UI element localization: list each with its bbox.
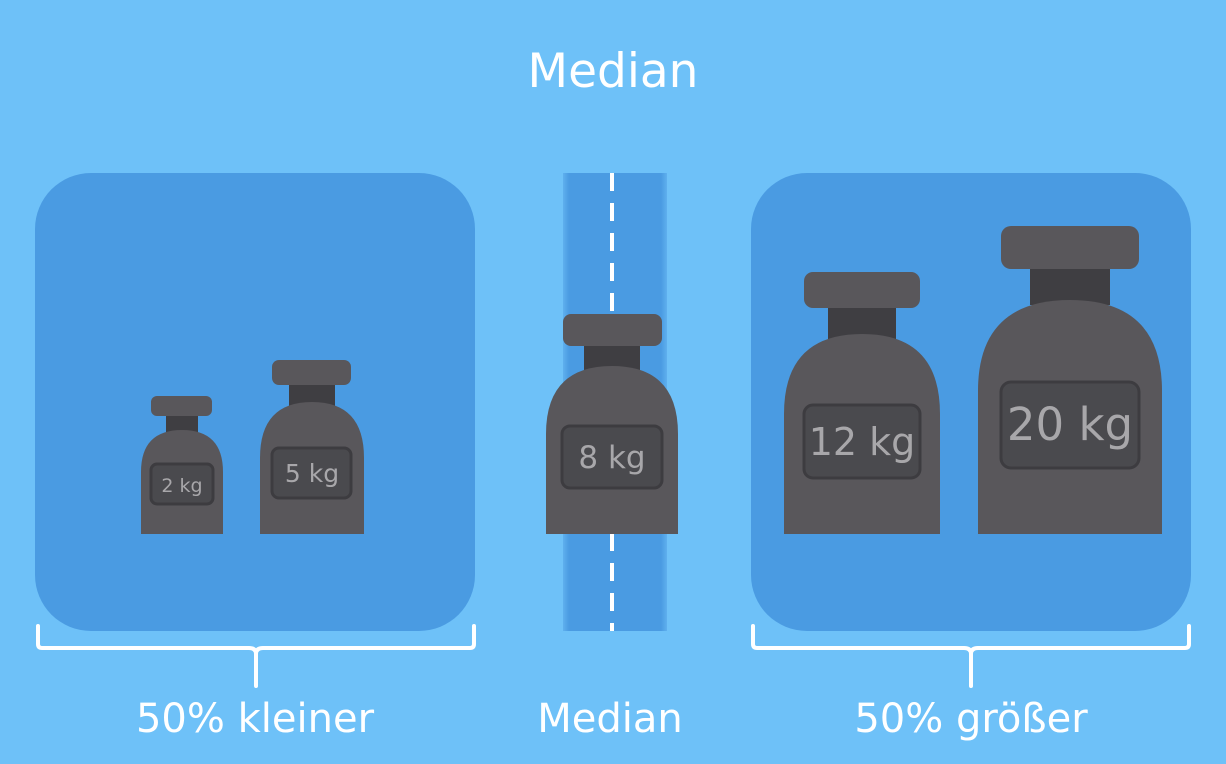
upper-half-label: 50% größer: [854, 696, 1088, 742]
weight-label: 2 kg: [161, 475, 202, 497]
weight-5kg-icon: 5 kg: [260, 360, 364, 534]
lower-half-label: 50% kleiner: [135, 696, 375, 742]
weight-8kg-icon: 8 kg: [546, 314, 678, 534]
weight-label: 12 kg: [809, 420, 916, 464]
lower-half-brace: [36, 624, 476, 688]
median-label: Median: [537, 696, 683, 742]
diagram-title: Median: [527, 44, 699, 99]
weight-2kg-icon: 2 kg: [141, 396, 223, 534]
weight-12kg-icon: 12 kg: [784, 272, 940, 534]
weight-label: 5 kg: [285, 459, 339, 488]
weight-label: 20 kg: [1007, 398, 1133, 451]
lower-half-panel: [35, 173, 475, 631]
upper-half-brace: [751, 624, 1191, 688]
weight-label: 8 kg: [578, 440, 645, 476]
weight-20kg-icon: 20 kg: [978, 226, 1162, 534]
